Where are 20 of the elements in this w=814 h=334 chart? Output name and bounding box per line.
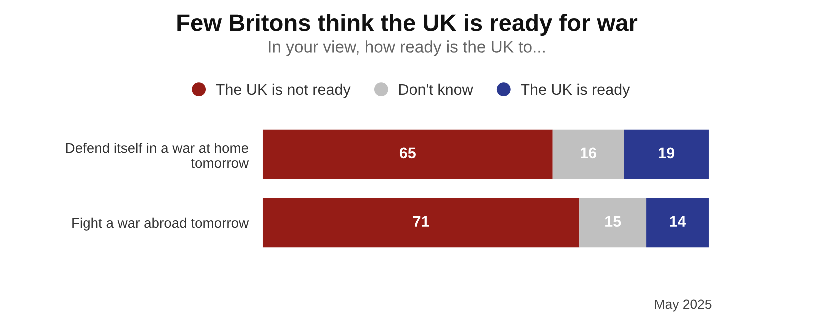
y-tick-label: Defend itself in a war at home tomorrow [66, 142, 250, 168]
y-tick-label: Fight a war abroad tomorrow [72, 218, 250, 231]
bar [580, 198, 647, 248]
data-label: 71 [413, 216, 430, 227]
data-label: 16 [581, 148, 596, 159]
chart-title: Few Britons think the UK is ready for war [178, 14, 638, 36]
data-label: 19 [659, 148, 675, 159]
bar [262, 198, 580, 248]
legend-label: The UK is not ready [216, 84, 351, 98]
data-label: 14 [670, 216, 686, 227]
legend-label: The UK is ready [521, 84, 630, 98]
data-label: 65 [400, 148, 416, 159]
legend-label: Don't know [399, 84, 474, 96]
data-label: 15 [606, 216, 622, 228]
bar [552, 130, 624, 180]
bar [624, 130, 709, 180]
bar [262, 130, 553, 180]
chart-subtitle: In your view, how ready is the UK to... [269, 40, 545, 56]
bar [646, 198, 709, 248]
text: May 2025 [655, 300, 712, 312]
